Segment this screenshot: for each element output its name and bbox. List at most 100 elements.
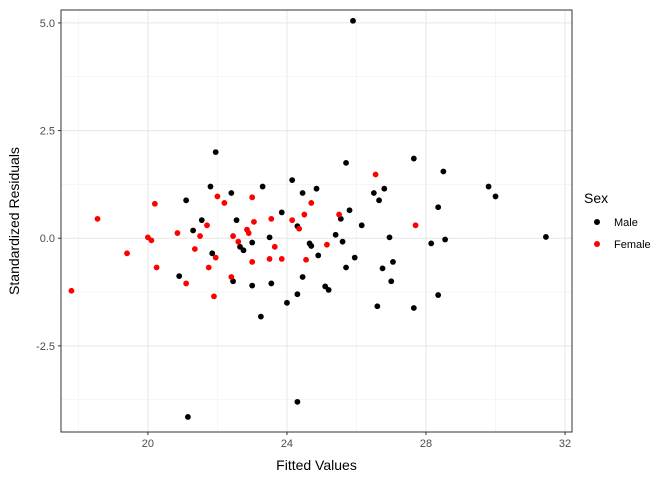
point-male-14 bbox=[376, 197, 382, 204]
point-female-33 bbox=[308, 200, 315, 206]
point-female-14 bbox=[212, 254, 219, 261]
point-male-12 bbox=[381, 185, 388, 192]
point-male-39 bbox=[343, 264, 349, 271]
point-male-3 bbox=[410, 155, 417, 162]
point-male-44 bbox=[209, 250, 216, 257]
x-axis-title: Fitted Values bbox=[276, 457, 357, 473]
point-female-26 bbox=[268, 215, 275, 222]
axis-ticks bbox=[58, 22, 566, 435]
x-tick-label-3: 32 bbox=[559, 438, 571, 450]
point-female-8 bbox=[183, 280, 190, 287]
point-female-7 bbox=[174, 230, 181, 236]
point-male-7 bbox=[543, 234, 549, 240]
point-female-9 bbox=[191, 246, 198, 252]
point-female-25 bbox=[266, 255, 273, 262]
legend: Sex Male Female bbox=[584, 190, 651, 251]
point-female-18 bbox=[230, 233, 236, 239]
data-points bbox=[68, 17, 549, 420]
point-female-37 bbox=[412, 222, 419, 229]
point-male-42 bbox=[176, 273, 183, 280]
legend-male-label: Male bbox=[614, 217, 638, 229]
point-female-11 bbox=[204, 222, 210, 229]
point-female-17 bbox=[228, 274, 235, 280]
point-male-38 bbox=[315, 252, 322, 259]
point-male-55 bbox=[410, 305, 417, 311]
point-female-12 bbox=[205, 264, 212, 271]
point-male-29 bbox=[240, 247, 247, 254]
point-female-28 bbox=[278, 255, 285, 262]
point-male-50 bbox=[294, 291, 301, 298]
point-male-31 bbox=[308, 243, 315, 249]
point-male-25 bbox=[332, 231, 339, 238]
point-male-17 bbox=[183, 197, 190, 204]
point-male-6 bbox=[492, 193, 499, 200]
point-female-22 bbox=[249, 194, 256, 201]
point-male-59 bbox=[294, 398, 301, 405]
point-male-16 bbox=[228, 190, 235, 196]
point-female-16 bbox=[221, 200, 228, 206]
point-male-15 bbox=[299, 190, 306, 196]
point-male-58 bbox=[184, 414, 191, 420]
y-tick-label-2: 2.5 bbox=[40, 126, 55, 138]
point-male-8 bbox=[207, 183, 214, 190]
point-female-24 bbox=[249, 259, 256, 265]
point-male-1 bbox=[212, 149, 219, 156]
point-male-21 bbox=[346, 207, 353, 214]
y-tick-label-0: -2.5 bbox=[36, 341, 55, 353]
point-female-5 bbox=[151, 200, 158, 207]
point-male-32 bbox=[339, 238, 346, 245]
panel-border bbox=[60, 9, 573, 433]
point-male-48 bbox=[299, 274, 306, 280]
y-tick-label-1: 0.0 bbox=[40, 233, 55, 245]
point-male-46 bbox=[249, 282, 256, 289]
point-male-35 bbox=[442, 236, 449, 243]
point-male-27 bbox=[249, 239, 256, 246]
point-male-34 bbox=[386, 234, 393, 241]
point-male-18 bbox=[198, 217, 205, 224]
point-male-49 bbox=[284, 299, 290, 306]
point-female-15 bbox=[214, 193, 221, 200]
point-male-2 bbox=[343, 159, 349, 166]
x-tick-label-0: 20 bbox=[142, 438, 154, 450]
point-female-4 bbox=[148, 237, 155, 244]
legend-male-swatch bbox=[594, 219, 600, 225]
point-female-36 bbox=[372, 171, 379, 178]
point-male-52 bbox=[325, 286, 332, 293]
point-male-19 bbox=[233, 217, 240, 224]
point-female-29 bbox=[289, 217, 296, 224]
point-female-2 bbox=[124, 250, 130, 257]
point-female-10 bbox=[197, 233, 203, 239]
legend-title: Sex bbox=[584, 190, 608, 206]
point-female-30 bbox=[296, 225, 303, 232]
point-male-5 bbox=[485, 183, 492, 190]
y-tick-label-3: 5.0 bbox=[40, 18, 55, 30]
legend-female-label: Female bbox=[614, 239, 651, 251]
point-female-19 bbox=[235, 238, 242, 245]
point-female-0 bbox=[68, 287, 75, 294]
tick-labels: 20 24 28 32 -2.5 0.0 2.5 5.0 bbox=[36, 18, 571, 450]
point-male-54 bbox=[374, 303, 381, 310]
point-female-32 bbox=[303, 256, 309, 263]
point-male-10 bbox=[289, 177, 296, 183]
point-female-34 bbox=[324, 241, 330, 248]
point-female-1 bbox=[94, 215, 101, 222]
point-male-0 bbox=[350, 17, 356, 24]
point-male-23 bbox=[435, 204, 442, 211]
point-female-23 bbox=[251, 218, 257, 225]
point-male-11 bbox=[313, 185, 320, 192]
point-male-9 bbox=[259, 183, 266, 190]
point-male-57 bbox=[257, 313, 264, 320]
point-female-35 bbox=[336, 211, 342, 218]
point-male-40 bbox=[379, 265, 386, 272]
point-male-47 bbox=[268, 280, 275, 287]
point-female-21 bbox=[245, 230, 252, 236]
point-male-37 bbox=[351, 254, 358, 261]
point-male-43 bbox=[190, 227, 196, 234]
point-male-4 bbox=[440, 168, 447, 175]
point-male-53 bbox=[388, 278, 395, 285]
point-male-26 bbox=[266, 234, 273, 241]
point-male-13 bbox=[370, 190, 377, 196]
point-male-36 bbox=[428, 240, 435, 247]
point-female-13 bbox=[211, 293, 217, 300]
